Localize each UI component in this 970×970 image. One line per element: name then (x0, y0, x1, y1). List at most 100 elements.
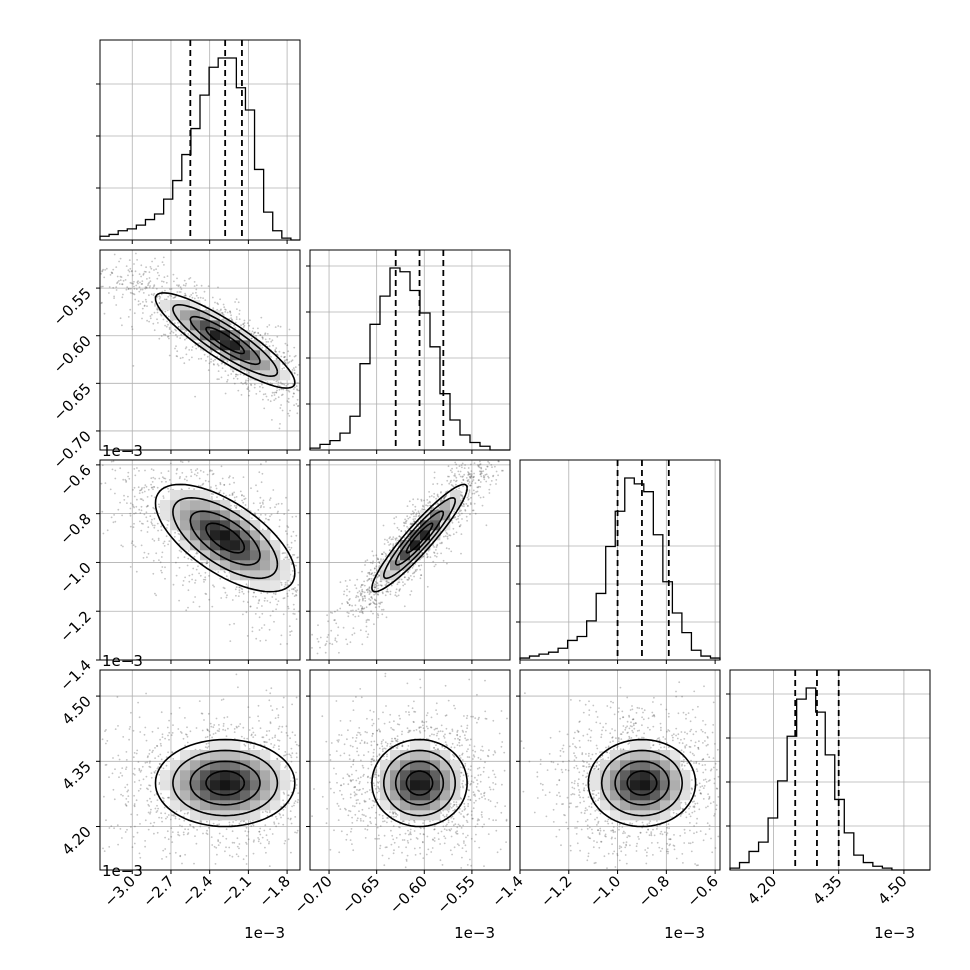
scatter-point (121, 296, 124, 299)
scatter-point (194, 344, 197, 346)
scatter-point (210, 361, 212, 363)
scatter-point (266, 325, 269, 328)
density-cell (230, 540, 241, 551)
scatter-point (482, 496, 485, 499)
scatter-point (156, 277, 159, 280)
scatter-point (215, 487, 218, 490)
scatter-point (413, 511, 415, 514)
scatter-point (247, 591, 250, 593)
scatter-point (465, 515, 468, 518)
scatter-point (160, 812, 163, 815)
scatter-point (248, 729, 251, 731)
scatter-point (287, 605, 289, 608)
scatter-point (344, 580, 347, 582)
scatter-point (140, 505, 143, 508)
scatter-point (217, 364, 220, 367)
scatter-point (217, 286, 219, 289)
scatter-point (158, 783, 161, 785)
scatter-point (373, 623, 375, 626)
scatter-point (145, 485, 148, 488)
scatter-point (501, 469, 503, 472)
scatter-point (461, 518, 463, 520)
scatter-point (147, 488, 150, 491)
scatter-point (220, 362, 223, 365)
scatter-point (144, 726, 147, 729)
scatter-point (148, 320, 151, 323)
scatter-point (185, 329, 188, 332)
scatter-point (268, 345, 271, 348)
scatter-point (272, 344, 274, 347)
scatter-point (164, 333, 167, 336)
scatter-point (129, 267, 132, 270)
scatter-point (241, 494, 243, 497)
scatter-point (463, 503, 465, 506)
scatter-point (268, 628, 271, 631)
scatter-point (204, 592, 207, 595)
scatter-point (452, 527, 455, 530)
scatter-point (282, 823, 285, 826)
scatter-point (343, 593, 345, 596)
scatter-point (141, 491, 144, 494)
scatter-point (207, 826, 210, 829)
scatter-point (467, 482, 470, 485)
scatter-point (479, 481, 482, 483)
scatter-point (326, 640, 328, 643)
scatter-point (280, 404, 282, 406)
scatter-point (190, 558, 192, 561)
scatter-point (289, 737, 291, 740)
scatter-point (218, 378, 220, 380)
density-cell (200, 340, 211, 351)
scatter-point (125, 759, 128, 761)
scatter-point (159, 561, 162, 564)
scatter-point (195, 727, 198, 729)
scatter-point (290, 563, 293, 566)
scatter-point (374, 584, 377, 586)
scatter-point (216, 363, 219, 365)
scatter-point (164, 310, 167, 313)
scatter-point (294, 354, 297, 357)
contour-line-1 (205, 326, 246, 355)
scatter-point (180, 488, 183, 490)
scatter-point (156, 799, 159, 801)
scatter-point (153, 526, 156, 529)
scatter-point (337, 626, 340, 629)
scatter-point (168, 719, 171, 722)
scatter-point (365, 621, 368, 623)
scatter-point (180, 460, 182, 463)
scatter-point (433, 551, 435, 554)
scatter-point (330, 629, 333, 632)
scatter-point (266, 730, 268, 732)
scatter-point (461, 512, 463, 515)
hist-panel-1 (96, 39, 301, 244)
scatter-point (125, 805, 128, 807)
density-cell (220, 340, 231, 351)
scatter-point (167, 323, 169, 326)
scatter-point (265, 689, 268, 692)
scatter-point (141, 487, 144, 489)
scatter-point (246, 834, 248, 837)
scatter-point (212, 472, 215, 475)
scatter-point (190, 294, 193, 296)
scatter-point (265, 460, 267, 463)
scatter-point (102, 847, 104, 850)
scatter-point (287, 350, 290, 353)
scatter-point (135, 288, 138, 291)
scatter-point (211, 844, 214, 846)
scatter-point (156, 744, 158, 747)
scatter-point (385, 583, 388, 585)
scatter-point (275, 503, 278, 506)
scatter-point (257, 331, 259, 334)
scatter-point (154, 257, 156, 260)
scatter-point (437, 495, 440, 498)
scatter-point (121, 283, 124, 286)
scatter-point (181, 461, 184, 463)
scatter-point (346, 611, 349, 614)
scatter-point (242, 592, 245, 595)
scatter-point (158, 297, 161, 300)
scatter-point (165, 298, 168, 301)
scatter-point (468, 473, 471, 476)
scatter-point (213, 845, 216, 848)
scatter-point (337, 634, 339, 637)
scatter-point (222, 725, 225, 727)
scatter-point (239, 723, 242, 725)
